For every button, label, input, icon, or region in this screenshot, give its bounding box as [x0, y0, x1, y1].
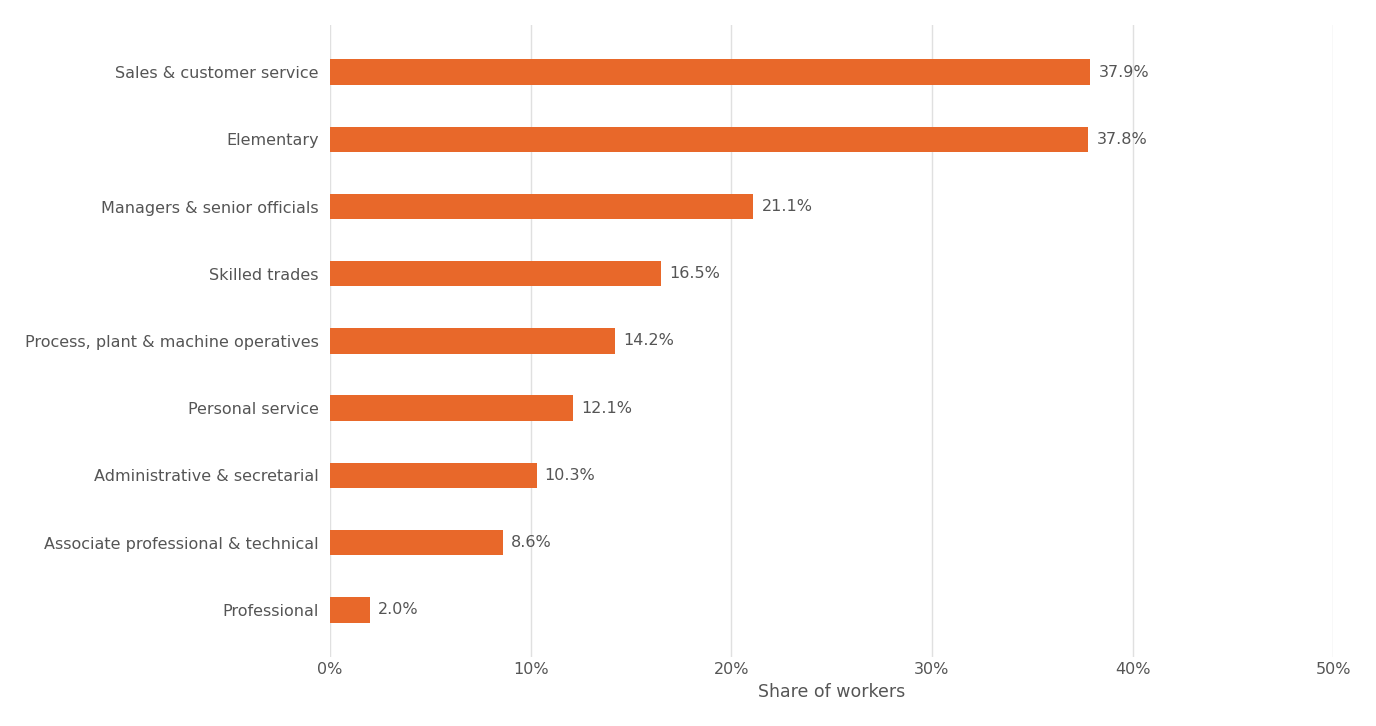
Text: 12.1%: 12.1%: [581, 401, 632, 416]
Text: 2.0%: 2.0%: [378, 603, 418, 617]
Text: 37.8%: 37.8%: [1097, 132, 1148, 147]
Bar: [330, 60, 1090, 85]
Text: 21.1%: 21.1%: [761, 199, 812, 214]
Bar: [330, 328, 615, 354]
Bar: [330, 261, 660, 287]
Bar: [330, 396, 572, 421]
Bar: [330, 194, 754, 219]
Text: 8.6%: 8.6%: [510, 535, 552, 550]
Bar: [330, 530, 502, 555]
Text: 37.9%: 37.9%: [1098, 65, 1149, 80]
Text: 14.2%: 14.2%: [623, 333, 674, 348]
Text: 16.5%: 16.5%: [669, 266, 720, 281]
Bar: [330, 126, 1088, 152]
Text: 10.3%: 10.3%: [545, 468, 596, 483]
X-axis label: Share of workers: Share of workers: [758, 683, 905, 701]
Bar: [330, 462, 537, 488]
Bar: [330, 597, 370, 623]
